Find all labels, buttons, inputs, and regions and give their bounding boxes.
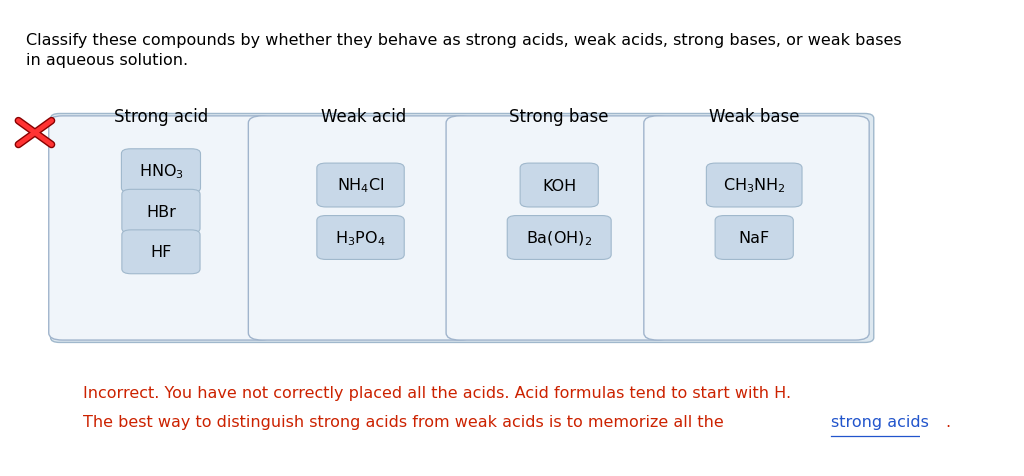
Text: KOH: KOH — [542, 178, 577, 193]
Text: CH$_3$NH$_2$: CH$_3$NH$_2$ — [723, 176, 785, 195]
Text: HBr: HBr — [146, 204, 176, 219]
FancyBboxPatch shape — [644, 117, 869, 340]
FancyBboxPatch shape — [122, 230, 200, 274]
FancyBboxPatch shape — [122, 149, 201, 193]
Text: strong acids: strong acids — [831, 414, 929, 429]
Text: Incorrect. You have not correctly placed all the acids. Acid formulas tend to st: Incorrect. You have not correctly placed… — [83, 385, 791, 400]
FancyBboxPatch shape — [122, 190, 200, 234]
Text: HF: HF — [151, 245, 172, 260]
FancyBboxPatch shape — [715, 216, 794, 260]
Text: HNO$_3$: HNO$_3$ — [138, 162, 183, 181]
Text: NaF: NaF — [738, 230, 770, 246]
Text: H$_3$PO$_4$: H$_3$PO$_4$ — [335, 228, 386, 248]
Text: Strong acid: Strong acid — [114, 108, 208, 126]
Text: Strong base: Strong base — [510, 108, 609, 126]
FancyBboxPatch shape — [50, 114, 873, 343]
FancyBboxPatch shape — [446, 117, 672, 340]
FancyBboxPatch shape — [507, 216, 611, 260]
FancyBboxPatch shape — [249, 117, 474, 340]
Text: Classify these compounds by whether they behave as strong acids, weak acids, str: Classify these compounds by whether they… — [26, 33, 901, 68]
FancyBboxPatch shape — [49, 117, 274, 340]
Text: The best way to distinguish strong acids from weak acids is to memorize all the: The best way to distinguish strong acids… — [83, 414, 729, 429]
FancyBboxPatch shape — [316, 216, 404, 260]
Text: .: . — [945, 414, 950, 429]
FancyBboxPatch shape — [520, 164, 598, 208]
FancyBboxPatch shape — [316, 164, 404, 208]
Text: Ba(OH)$_2$: Ba(OH)$_2$ — [526, 229, 592, 247]
Text: NH$_4$Cl: NH$_4$Cl — [337, 176, 384, 195]
FancyBboxPatch shape — [707, 164, 802, 208]
Text: Weak base: Weak base — [709, 108, 800, 126]
Text: Weak acid: Weak acid — [321, 108, 406, 126]
